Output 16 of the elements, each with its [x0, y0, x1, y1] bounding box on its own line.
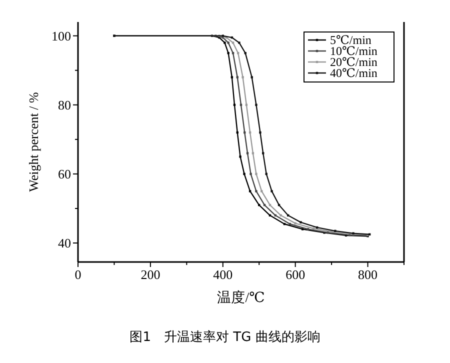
- y-tick-label: 80: [58, 97, 71, 112]
- legend-label: 20℃/min: [330, 55, 378, 69]
- x-tick-label: 800: [358, 267, 378, 282]
- y-tick-label: 100: [52, 28, 71, 44]
- x-tick-label: 400: [213, 267, 233, 282]
- y-tick-label: 60: [58, 166, 71, 182]
- y-axis-title: Weight percent / %: [26, 92, 41, 192]
- legend-label: 10℃/min: [330, 44, 378, 58]
- x-axis-title: 温度/℃: [217, 290, 265, 306]
- x-tick-label: 600: [286, 267, 306, 282]
- x-tick-label: 200: [140, 267, 160, 282]
- legend-label: 5℃/min: [330, 33, 372, 47]
- x-tick-label: 0: [74, 267, 82, 282]
- legend-label: 40℃/min: [330, 66, 378, 80]
- y-tick-label: 40: [58, 236, 71, 251]
- text: 图1 升温速率对 TG 曲线的影响: [130, 329, 320, 345]
